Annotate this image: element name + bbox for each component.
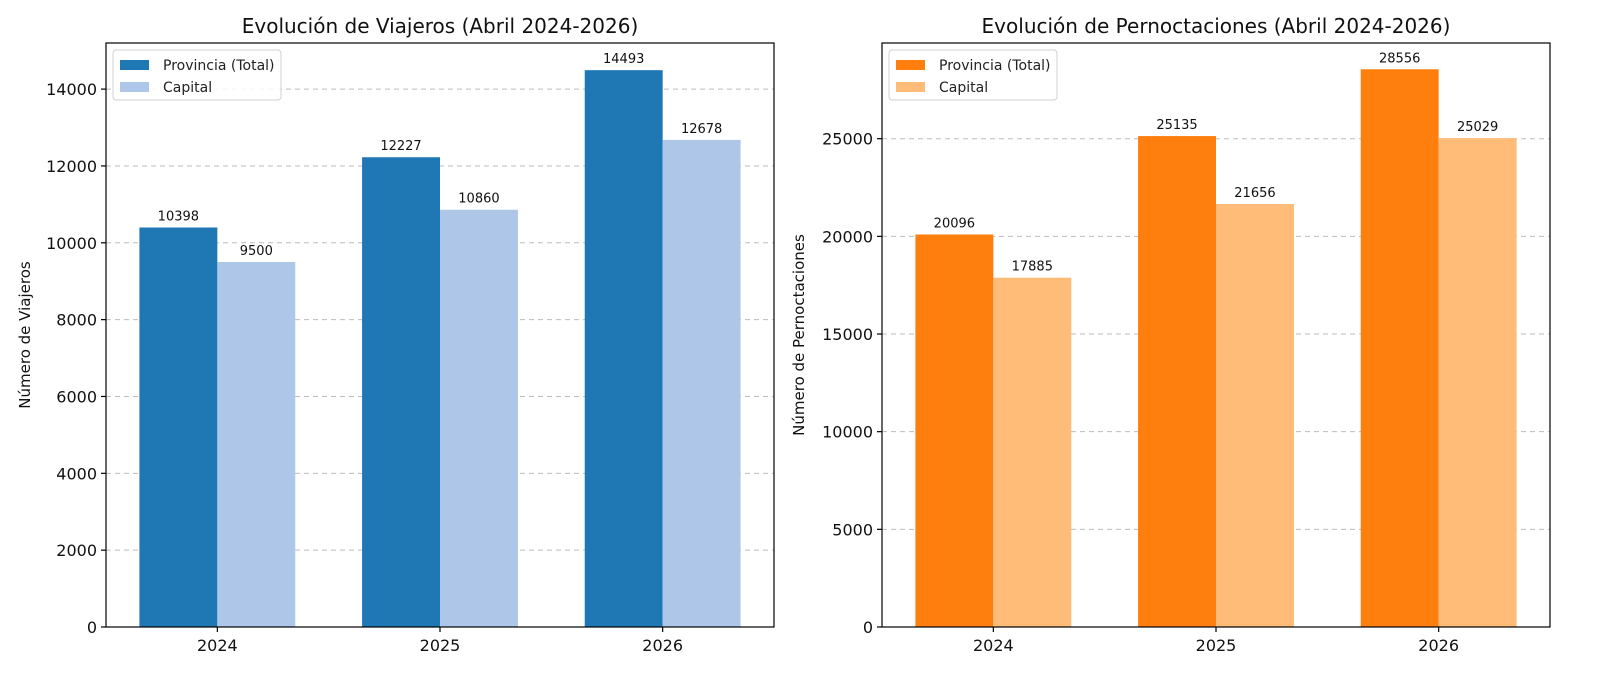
data-label: 17885: [1012, 260, 1053, 275]
bar-0-0-0: [139, 227, 218, 627]
legend-label: Capital: [939, 80, 988, 96]
legend-label: Capital: [163, 80, 212, 96]
chart-viajeros: 10398 12227 14493 9500 10860 12678 0 2000 4000 60…: [16, 14, 775, 655]
x-tick-label: 2024: [197, 636, 238, 655]
x-tick-label: 2026: [642, 636, 683, 655]
bar-0-0-1: [362, 157, 440, 628]
y-tick-label: 14000: [46, 80, 97, 99]
chart-title: Evolución de Pernoctaciones (Abril 2024-…: [982, 14, 1451, 38]
bar-1-0-1: [1138, 136, 1216, 627]
data-label: 14493: [603, 52, 644, 67]
bar-1-1-2: [1438, 138, 1517, 627]
x-tick-label: 2025: [1196, 636, 1237, 655]
legend-frame: [888, 49, 1058, 101]
y-tick-label: 25000: [822, 130, 873, 149]
y-tick-label: 15000: [822, 325, 873, 344]
y-tick-label: 0: [87, 618, 97, 637]
y-tick-label: 2000: [56, 541, 97, 560]
y-tick-label: 10000: [822, 423, 873, 442]
y-tick-label: 8000: [56, 311, 97, 330]
data-label: 20096: [934, 216, 975, 231]
legend-swatch: [896, 82, 925, 92]
bar-1-1-1: [1216, 204, 1294, 627]
data-label: 21656: [1234, 186, 1275, 201]
bar-1-0-2: [1360, 69, 1439, 627]
legend: Provincia (Total) Capital: [888, 49, 1058, 101]
bar-0-1-1: [440, 209, 518, 627]
y-tick-label: 20000: [822, 227, 873, 246]
y-tick-label: 0: [863, 618, 873, 637]
bar-1-1-0: [993, 277, 1072, 627]
bar-0-1-2: [662, 139, 741, 627]
legend-swatch: [896, 60, 925, 70]
y-tick-label: 6000: [56, 387, 97, 406]
legend: Provincia (Total) Capital: [112, 49, 282, 101]
x-tick-label: 2026: [1418, 636, 1459, 655]
data-label: 9500: [240, 244, 273, 259]
data-label: 25029: [1457, 120, 1498, 135]
data-label: 10398: [158, 209, 199, 224]
y-tick-label: 5000: [832, 520, 873, 539]
y-tick-label: 4000: [56, 464, 97, 483]
y-tick-label: 10000: [46, 234, 97, 253]
data-label: 12678: [681, 122, 722, 137]
legend-frame: [112, 49, 282, 101]
y-axis-label: Número de Pernoctaciones: [790, 234, 808, 436]
legend-swatch: [120, 82, 149, 92]
x-tick-label: 2024: [973, 636, 1014, 655]
y-axis-label: Número de Viajeros: [16, 261, 34, 409]
data-label: 10860: [458, 192, 499, 207]
y-tick-label: 12000: [46, 157, 97, 176]
legend-swatch: [120, 60, 149, 70]
bar-0-0-2: [584, 70, 663, 627]
x-tick-label: 2025: [420, 636, 461, 655]
bar-0-1-0: [217, 262, 296, 627]
chart-title: Evolución de Viajeros (Abril 2024-2026): [242, 14, 639, 38]
data-label: 28556: [1379, 51, 1420, 66]
legend-label: Provincia (Total): [163, 58, 275, 74]
data-label: 12227: [380, 139, 421, 154]
bar-1-0-0: [915, 234, 994, 627]
legend-label: Provincia (Total): [939, 58, 1051, 74]
data-label: 25135: [1156, 118, 1197, 133]
chart-pernoctaciones: 20096 25135 28556 17885 21656 25029 0 5000 10000…: [790, 14, 1551, 655]
